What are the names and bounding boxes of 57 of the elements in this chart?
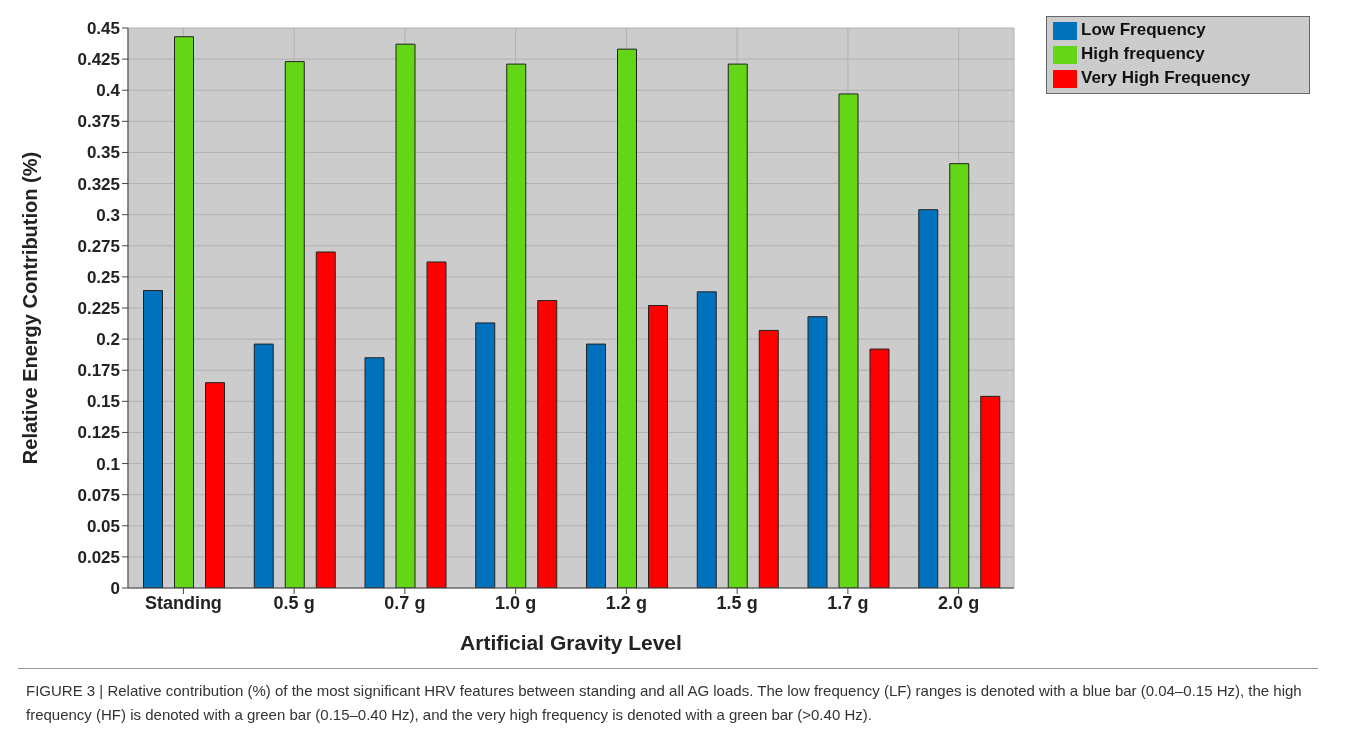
y-tick-label: 0.325 bbox=[77, 174, 120, 194]
bar bbox=[617, 48, 638, 588]
y-tick-label: 0.25 bbox=[86, 267, 120, 287]
bar bbox=[758, 329, 779, 588]
bar bbox=[364, 357, 385, 588]
legend-label: Low Frequency bbox=[1081, 20, 1206, 40]
bar bbox=[918, 209, 939, 588]
y-tick-label: 0.225 bbox=[77, 299, 120, 319]
bar bbox=[869, 348, 890, 588]
bar bbox=[980, 395, 1001, 588]
caption: FIGURE 3 | Relative contribution (%) of the most significant HRV features between standing and all AG loads. The low frequency (LF) ranges is denoted with a blue bar (0.04–0.15 Hz), the high frequency (HF) is denoted with a green bar (0.15–0.40 Hz), and the very high frequency is denoted with a green bar (>0.40 Hz). bbox=[18, 668, 1318, 737]
y-tick-label: 0.375 bbox=[77, 112, 120, 132]
x-tick-label: 0.7 g bbox=[384, 592, 426, 613]
bar bbox=[253, 343, 274, 588]
y-tick-label: 0.175 bbox=[77, 361, 120, 381]
bar bbox=[586, 343, 607, 588]
y-axis-title: Relative Energy Contribution (%) bbox=[19, 151, 42, 465]
bar bbox=[727, 63, 748, 588]
y-tick-label: 0 bbox=[110, 579, 120, 599]
x-tick-label: 1.7 g bbox=[827, 592, 869, 613]
x-axis-title: Artificial Gravity Level bbox=[460, 631, 682, 654]
bar bbox=[949, 163, 970, 588]
bar bbox=[537, 300, 558, 588]
bar bbox=[426, 261, 447, 588]
y-tick-label: 0.05 bbox=[86, 516, 120, 536]
y-tick-label: 0.45 bbox=[86, 19, 120, 39]
x-tick-label: 1.5 g bbox=[716, 592, 758, 613]
x-tick-label: 0.5 g bbox=[273, 592, 315, 613]
x-tick-label: 1.0 g bbox=[495, 592, 537, 613]
y-tick-label: 0.075 bbox=[77, 485, 120, 505]
bar bbox=[838, 93, 859, 588]
bar bbox=[807, 316, 828, 588]
y-tick-label: 0.2 bbox=[96, 330, 120, 350]
bar bbox=[205, 382, 226, 588]
bar bbox=[284, 61, 305, 588]
y-tick-label: 0.275 bbox=[77, 236, 120, 256]
y-tick-label: 0.3 bbox=[96, 205, 120, 225]
y-tick-label: 0.125 bbox=[77, 423, 120, 443]
y-tick-label: 0.15 bbox=[86, 392, 120, 412]
bar bbox=[475, 322, 496, 588]
bar bbox=[648, 305, 669, 588]
y-tick-label: 0.425 bbox=[77, 50, 120, 70]
bar bbox=[395, 43, 416, 588]
legend-label: High frequency bbox=[1081, 44, 1205, 64]
y-tick-label: 0.1 bbox=[96, 454, 120, 474]
bar bbox=[506, 63, 527, 588]
bar bbox=[696, 291, 717, 588]
bar bbox=[174, 36, 195, 588]
y-tick-label: 0.025 bbox=[77, 547, 120, 567]
x-tick-label: 1.2 g bbox=[605, 592, 647, 613]
legend-label: Very High Frequency bbox=[1081, 68, 1251, 88]
bar bbox=[143, 290, 164, 588]
y-tick-label: 0.35 bbox=[86, 143, 120, 163]
x-tick-label: Standing bbox=[144, 592, 222, 613]
bar bbox=[315, 251, 336, 588]
y-tick-label: 0.4 bbox=[96, 81, 121, 101]
x-tick-label: 2.0 g bbox=[938, 592, 980, 613]
